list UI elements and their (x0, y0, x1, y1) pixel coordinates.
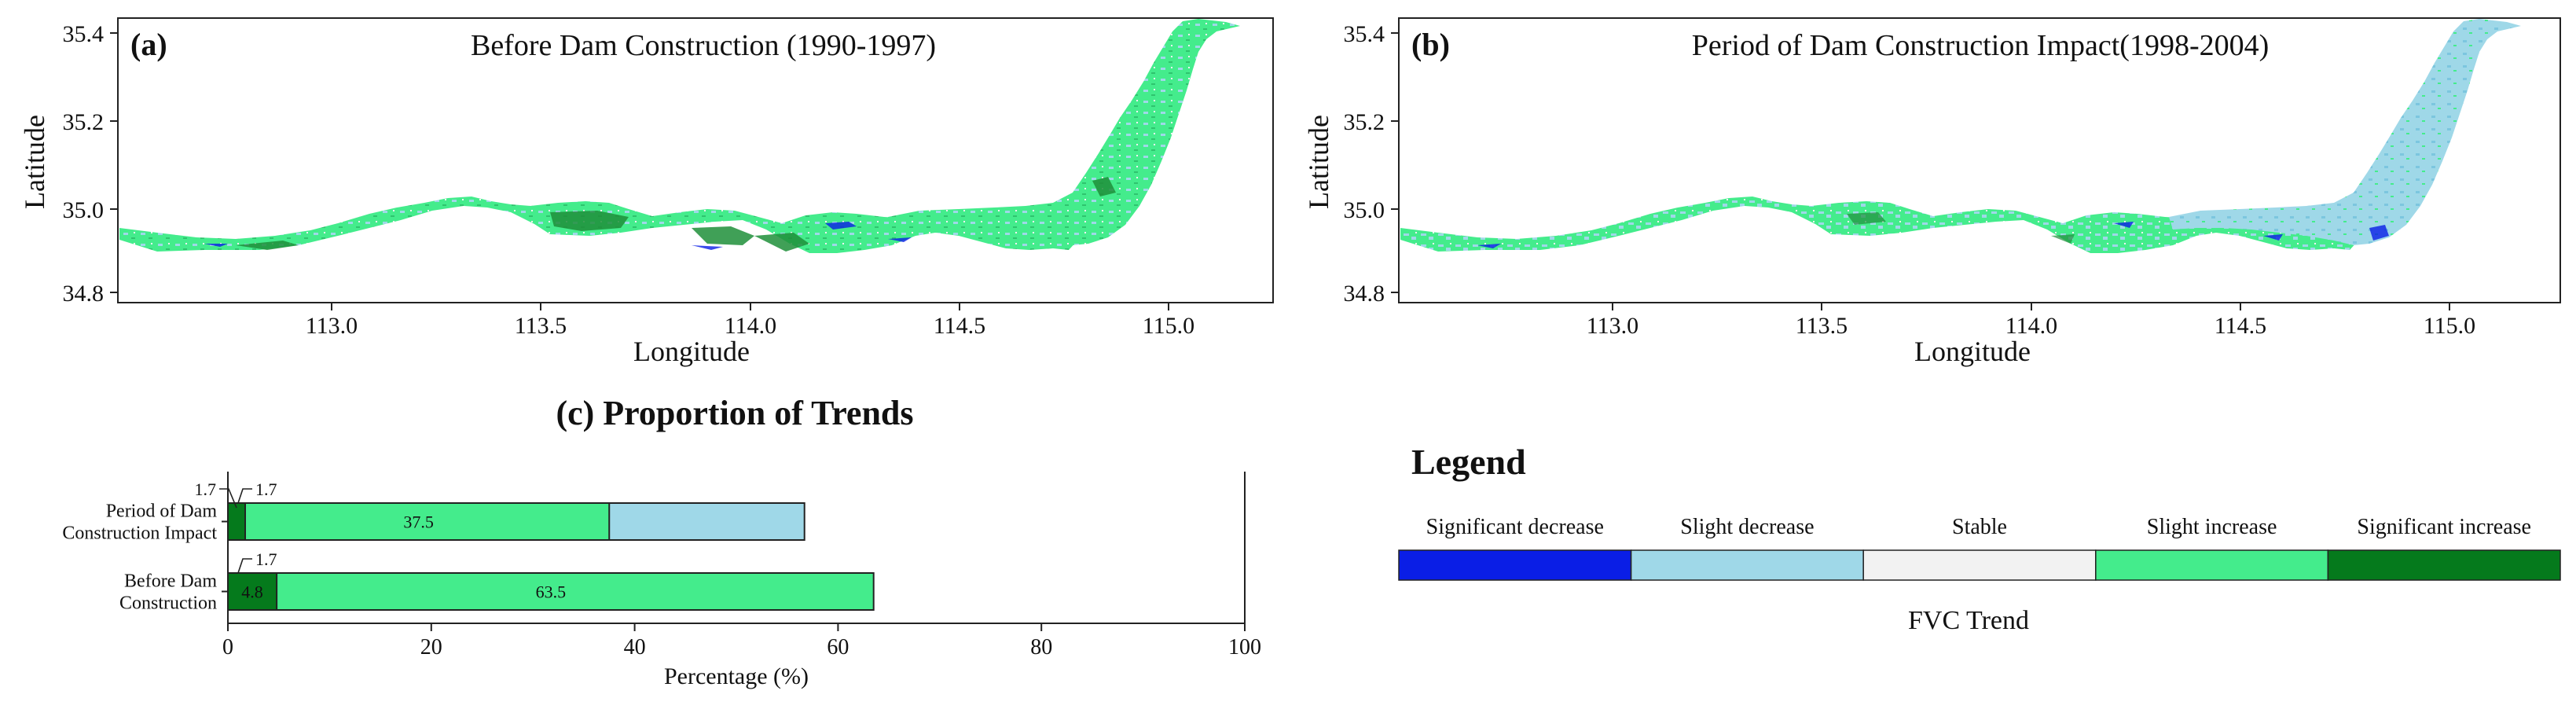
legend-item-label: Significant decrease (1426, 515, 1604, 539)
bar-leader-line (236, 488, 252, 509)
legend-swatch-3 (2095, 549, 2329, 581)
map-a-y-axis: 35.4 35.2 35.0 34.8 (63, 21, 118, 307)
bar-category-label: Period of Dam (106, 501, 218, 522)
map-b-panel-label: (b) (1411, 27, 1450, 62)
map-b-ytick-4: 34.8 (1344, 281, 1385, 307)
map-a-xtick-4: 114.5 (934, 313, 985, 339)
legend-item-label: Slight decrease (1680, 515, 1814, 539)
map-b-river-east (2169, 19, 2521, 245)
map-a-x-axis: 113.0 113.5 114.0 114.5 115.0 (306, 303, 1194, 339)
legend-caption: FVC Trend (1908, 606, 2029, 635)
legend-swatch-4 (2327, 549, 2561, 581)
bar-x-tick-label: 60 (827, 635, 849, 659)
bar-chart-title: (c) Proportion of Trends (556, 394, 913, 432)
map-b-xtick-5: 115.0 (2424, 313, 2475, 339)
legend-item-label: Slight increase (2147, 515, 2277, 539)
map-b-xtick-4: 114.5 (2215, 313, 2266, 339)
map-b-x-axis: 113.0 113.5 114.0 114.5 115.0 (1587, 303, 2475, 339)
map-b-y-axis: 35.4 35.2 35.0 34.8 (1344, 21, 1399, 307)
map-b-ytick-3: 35.0 (1344, 197, 1385, 223)
legend-item-label: Stable (1952, 515, 2007, 539)
bar-category-label: Construction Impact (62, 523, 217, 544)
bar-data-label: 1.7 (255, 549, 277, 569)
legend-swatch-0 (1398, 549, 1632, 581)
bar-category-label: Before Dam (124, 571, 217, 592)
map-a-xtick-3: 114.0 (725, 313, 776, 339)
bar-data-label: 4.8 (241, 582, 263, 602)
legend-title: Legend (1411, 442, 1526, 482)
map-a-xtick-1: 113.0 (306, 313, 358, 339)
bar-data-label: 1.7 (194, 479, 216, 499)
map-b-frame (1398, 17, 2561, 303)
map-panel-a: 35.4 35.2 35.0 34.8 113.0 113.5 114.0 11… (19, 17, 1274, 367)
map-a-river-east (888, 19, 1240, 245)
bar-segment-0-4 (227, 502, 246, 541)
bar-segment-0-3 (227, 502, 611, 541)
legend-swatch-1 (1630, 549, 1864, 581)
map-a-panel-label: (a) (130, 27, 167, 62)
map-b-xtick-2: 113.5 (1796, 313, 1848, 339)
map-a-ytick-4: 34.8 (63, 281, 105, 307)
bar-x-axis-label: Percentage (%) (664, 663, 809, 689)
bar-x-tick-label: 20 (420, 635, 442, 659)
map-a-blue-patches (204, 222, 912, 250)
bar-x-tick-label: 0 (222, 635, 233, 659)
map-a-frame (117, 17, 1274, 303)
legend: Legend Significant decrease Slight decrea… (1398, 442, 2561, 635)
legend-items: Significant decrease Slight decrease Stabl… (1398, 515, 2561, 581)
bar-chart-c: (c) Proportion of Trends 1.756.72.437.51… (62, 394, 1261, 689)
map-panel-b: 35.4 35.2 35.0 34.8 113.0 113.5 114.0 11… (1303, 17, 2561, 367)
bar-data-label: 1.7 (255, 479, 277, 499)
map-a-ytick-1: 35.4 (63, 21, 105, 47)
bar-x-tick-label: 40 (624, 635, 646, 659)
bar-data-label: 37.5 (403, 512, 434, 532)
bar-category-label: Construction (119, 593, 217, 614)
map-a-title: Before Dam Construction (1990-1997) (471, 29, 936, 62)
map-b-river-west (1400, 197, 2364, 253)
bar-leader-line (236, 558, 252, 579)
map-b-dark-patches (1847, 212, 2075, 244)
bar-data-label: 63.5 (536, 582, 567, 602)
map-b-ytick-2: 35.2 (1344, 109, 1385, 135)
map-a-xlabel: Longitude (633, 336, 750, 367)
bar-x-tick-label: 80 (1030, 635, 1052, 659)
map-b-xtick-3: 114.0 (2005, 313, 2057, 339)
map-b-xlabel: Longitude (1914, 336, 2031, 367)
map-a-ytick-3: 35.0 (63, 197, 105, 223)
map-a-ylabel: Latitude (19, 115, 50, 209)
bar-segment-1-4 (227, 572, 278, 611)
legend-item-label: Significant increase (2357, 515, 2531, 539)
map-b-title: Period of Dam Construction Impact(1998-2… (1692, 29, 2270, 62)
map-b-ytick-1: 35.4 (1344, 21, 1385, 47)
map-b-xtick-1: 113.0 (1587, 313, 1638, 339)
bar-segment-1-3 (227, 572, 875, 611)
map-a-xtick-5: 115.0 (1143, 313, 1194, 339)
map-a-ytick-2: 35.2 (63, 109, 105, 135)
bar-x-tick-label: 100 (1228, 635, 1261, 659)
legend-swatch-2 (1862, 549, 2097, 581)
map-a-xtick-2: 113.5 (515, 313, 567, 339)
map-b-ylabel: Latitude (1303, 115, 1334, 209)
